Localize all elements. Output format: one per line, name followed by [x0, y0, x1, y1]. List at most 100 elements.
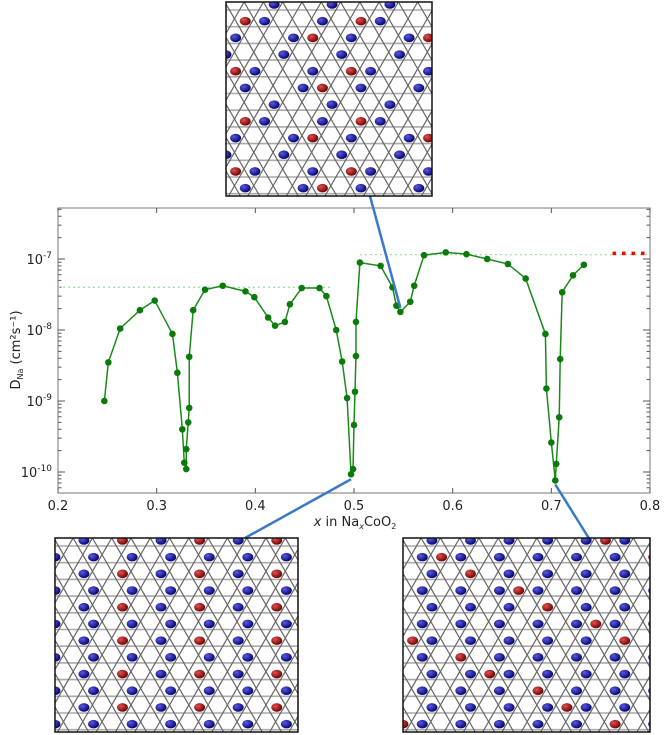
blue-atom [232, 636, 244, 645]
lattice-line [403, 572, 496, 732]
blue-atom [580, 636, 592, 645]
data-point [201, 286, 209, 293]
inset-connector-line [368, 195, 402, 309]
blue-atom [542, 703, 554, 712]
blue-atom [203, 686, 215, 696]
blue-atom [426, 669, 438, 679]
blue-atom [493, 552, 505, 562]
blue-atom [319, 553, 330, 562]
blue-atom [155, 636, 167, 645]
blue-atom [493, 719, 505, 729]
lattice-line [403, 538, 515, 732]
lattice-line [540, 541, 650, 732]
lattice-line [437, 2, 549, 196]
red-atom [532, 686, 544, 696]
blue-atom [365, 66, 377, 76]
data-point [338, 358, 346, 365]
lattice-line [656, 538, 666, 732]
blue-atom [287, 133, 299, 143]
lattice-line [420, 176, 432, 196]
lattice-line [497, 538, 611, 732]
red-atom [116, 703, 128, 712]
lattice-line [226, 36, 319, 196]
lattice-line [572, 2, 666, 196]
data-point [351, 388, 359, 396]
red-atom [307, 133, 319, 143]
data-point [323, 292, 330, 300]
lattice-line [617, 674, 650, 732]
blue-atom [542, 636, 554, 645]
red-atom [40, 636, 51, 645]
blue-atom [416, 686, 428, 696]
series-line [103, 251, 585, 481]
data-point [352, 352, 360, 360]
lattice-line [207, 538, 298, 695]
lattice-line [113, 2, 225, 196]
blue-atom [326, 2, 338, 9]
data-point [356, 259, 364, 266]
lattice-line [72, 538, 186, 732]
blue-atom [336, 50, 348, 59]
blue-atom [203, 586, 215, 595]
lattice-line [0, 538, 15, 732]
lattice-line [343, 42, 432, 196]
x-tick-label: 0.3 [146, 499, 167, 514]
lattice-line [397, 2, 432, 62]
lattice-line [284, 538, 298, 562]
red-atom [116, 636, 128, 645]
lattice-line [51, 2, 163, 196]
blue-atom [88, 552, 100, 562]
blue-atom [609, 653, 621, 662]
blue-atom [242, 719, 254, 729]
lattice-line [226, 538, 298, 662]
lattice-line [32, 2, 144, 196]
lattice-line [320, 2, 432, 196]
lattice-line [460, 2, 572, 196]
lattice-line [403, 705, 418, 732]
lattice-line [403, 538, 480, 671]
blue-atom [658, 636, 666, 645]
lattice-line [114, 538, 228, 732]
blue-atom [88, 686, 100, 696]
blue-atom [542, 538, 554, 545]
blue-atom [345, 33, 357, 43]
blue-atom [126, 552, 138, 562]
blue-atom [155, 538, 167, 545]
data-point [522, 275, 529, 282]
data-point [548, 439, 555, 446]
red-atom [513, 586, 525, 595]
blue-atom [165, 552, 177, 562]
x-tick-label: 0.2 [48, 499, 69, 514]
lattice-line [74, 2, 186, 196]
data-point [136, 306, 144, 314]
blue-atom [310, 636, 321, 645]
inset-connector-line [554, 483, 592, 541]
lattice-line [90, 2, 202, 196]
blue-atom [619, 569, 631, 579]
blue-atom [203, 653, 215, 662]
red-atom [422, 33, 432, 43]
blue-atom [609, 686, 621, 696]
red-atom [316, 183, 328, 193]
blue-atom [203, 552, 215, 562]
blue-atom [426, 602, 438, 612]
y-tick-label: 10-9 [26, 393, 52, 410]
lattice-line [613, 538, 650, 602]
red-atom [599, 538, 611, 545]
blue-atom [88, 719, 100, 729]
lattice [32, 2, 666, 196]
data-point [101, 397, 108, 405]
data-point [349, 465, 357, 473]
blue-atom [310, 570, 321, 579]
lattice-line [439, 538, 553, 732]
inset-connector-line [244, 478, 352, 540]
blue-atom [55, 719, 61, 729]
data-point [555, 413, 563, 421]
data-point [316, 284, 323, 292]
red-atom [194, 636, 206, 645]
red-atom [194, 669, 206, 679]
data-point [105, 359, 112, 366]
lattice [0, 538, 330, 732]
blue-atom [280, 653, 292, 662]
